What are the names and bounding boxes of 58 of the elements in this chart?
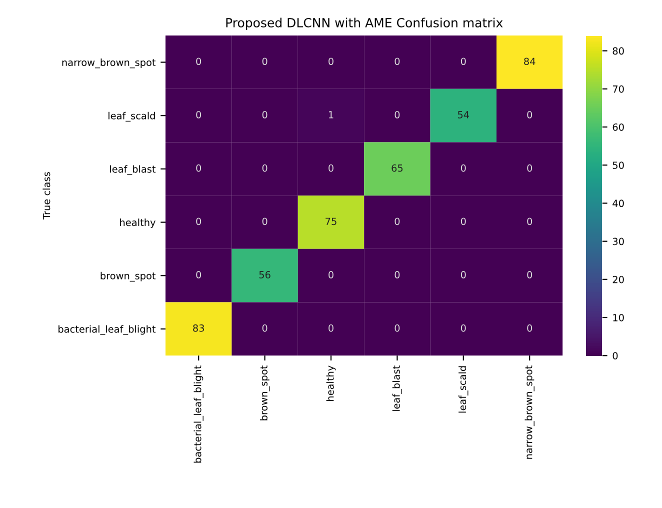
data-label: 0 xyxy=(460,164,466,172)
data-label: 0 xyxy=(527,218,532,226)
data-label: 0 xyxy=(328,324,334,332)
data-label: 0 xyxy=(196,111,202,118)
color-bar-label: 80 xyxy=(612,47,624,55)
y-tick-label: healthy xyxy=(120,218,156,228)
data-label: 0 xyxy=(262,218,268,226)
data-label: 0 xyxy=(460,58,466,66)
data-label: 0 xyxy=(262,111,268,118)
y-tick-label: narrow_brown_spot xyxy=(62,58,156,68)
data-label: 0 xyxy=(394,324,400,332)
data-label: 54 xyxy=(458,111,470,118)
color-bar-label: 20 xyxy=(612,276,624,284)
x-tick-label: healthy xyxy=(326,366,336,401)
color-bar-label: 30 xyxy=(612,238,624,246)
data-label: 0 xyxy=(262,324,268,332)
data-label: 0 xyxy=(527,271,532,278)
data-label: 0 xyxy=(527,164,532,172)
data-label: 0 xyxy=(328,271,334,278)
x-tick-label: leaf_scald xyxy=(458,366,468,413)
data-label: 0 xyxy=(262,58,268,66)
data-label: 56 xyxy=(259,271,270,278)
y-tick-label: bacterial_leaf_blight xyxy=(58,325,156,335)
y-tick-label: brown_spot xyxy=(100,272,156,282)
data-label: 0 xyxy=(262,164,268,172)
color-bar-label: 50 xyxy=(612,162,624,169)
data-label: 0 xyxy=(196,218,202,226)
data-label: 0 xyxy=(460,324,466,332)
data-label: 0 xyxy=(196,271,202,278)
data-label: 0 xyxy=(394,218,400,226)
data-label: 0 xyxy=(527,111,532,118)
data-label: 0 xyxy=(394,58,400,66)
y-tick-label: leaf_blast xyxy=(110,165,156,175)
y-tick-label: leaf_scald xyxy=(108,112,155,122)
data-label: 84 xyxy=(524,58,536,66)
data-label: 0 xyxy=(196,58,202,66)
data-label: 0 xyxy=(328,58,334,66)
chart-title: Proposed DLCNN with AME Confusion matrix xyxy=(226,18,503,30)
data-label: 65 xyxy=(392,164,403,172)
data-label: 83 xyxy=(193,324,204,332)
y-axis-title: True class xyxy=(42,172,50,220)
x-tick-label: narrow_brown_spot xyxy=(524,366,534,459)
color-bar-label: 40 xyxy=(612,200,624,208)
data-label: 0 xyxy=(460,218,466,226)
color-bar-label: 0 xyxy=(612,352,618,360)
color-bar-label: 70 xyxy=(612,85,624,93)
data-label: 75 xyxy=(326,218,336,226)
data-label: 0 xyxy=(527,324,532,332)
data-label: 0 xyxy=(460,271,466,278)
color-bar-label: 60 xyxy=(612,123,624,131)
data-label: 0 xyxy=(394,271,400,278)
data-label: 1 xyxy=(328,111,334,118)
x-tick-label: leaf_blast xyxy=(392,366,402,412)
x-tick-label: brown_spot xyxy=(260,366,270,420)
data-label: 0 xyxy=(394,111,400,118)
color-bar-label: 10 xyxy=(613,314,624,322)
data-label: 0 xyxy=(196,164,202,172)
data-label: 0 xyxy=(328,164,334,172)
